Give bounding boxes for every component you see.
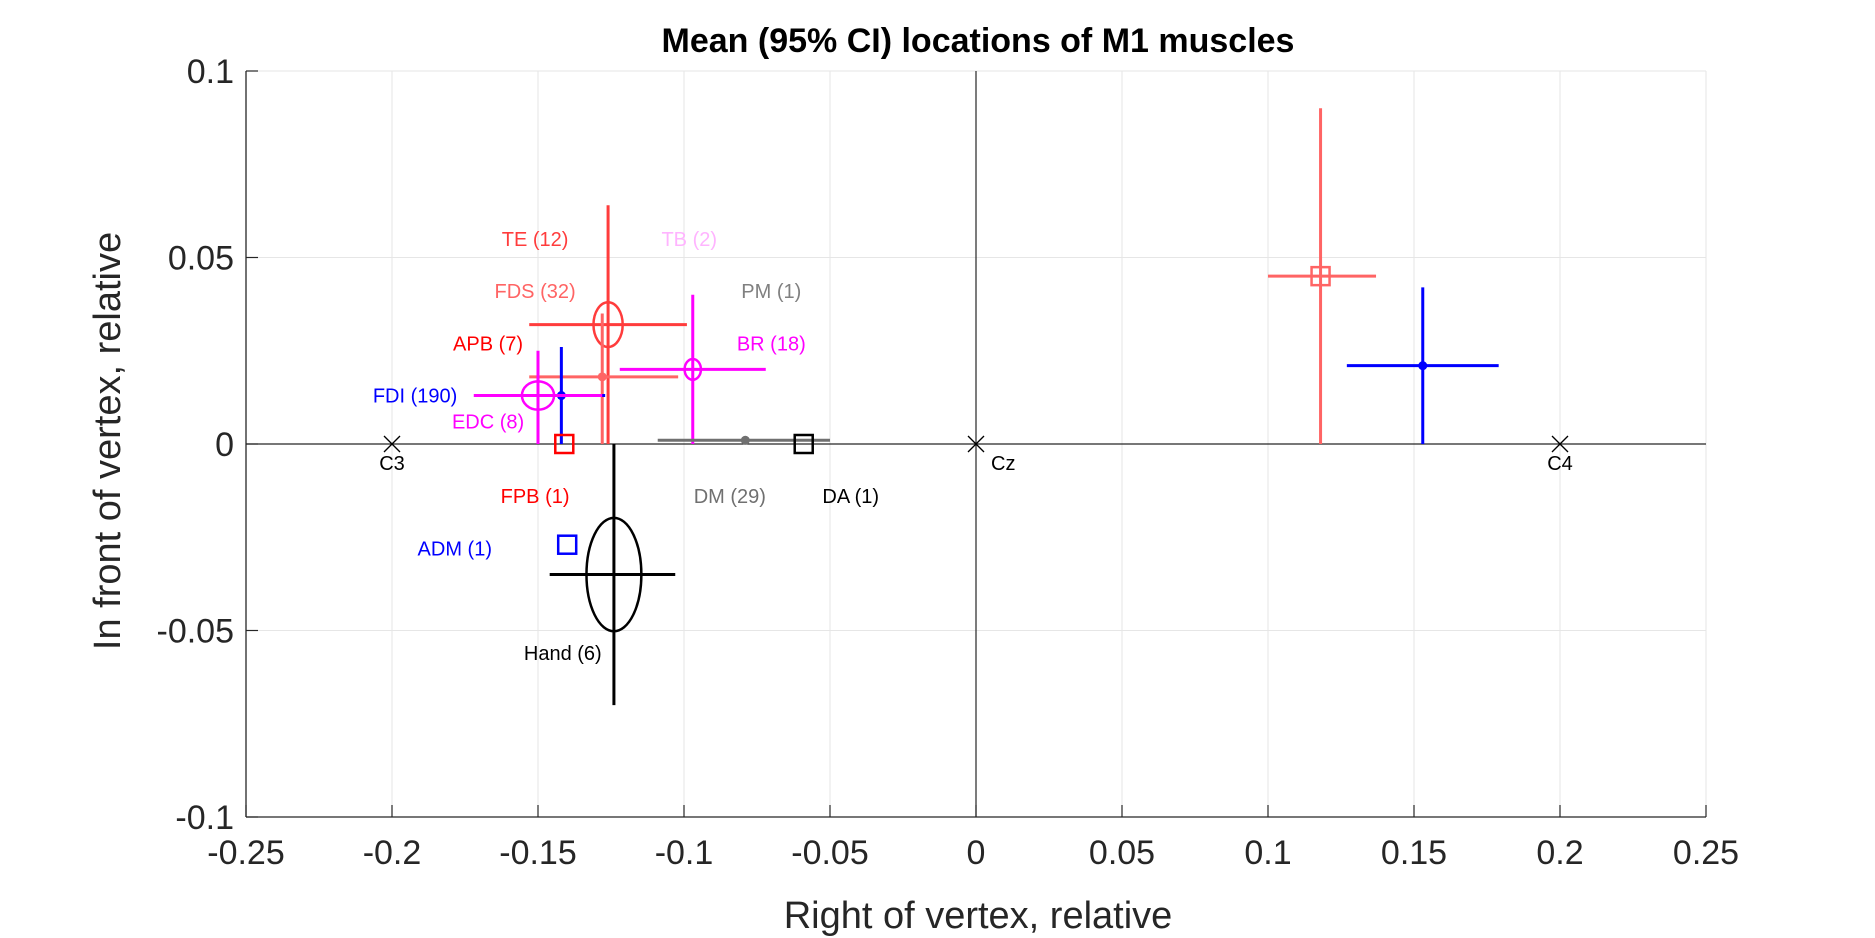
label-apb-7: APB (7) <box>453 333 523 355</box>
labels-layer: TE (12) TB (2) FDS (32) PM (1) APB (7) BR (18… <box>373 229 879 665</box>
label-te-12: TE (12) <box>502 229 569 251</box>
y-tick-label: -0.1 <box>175 799 234 837</box>
marker-unlabeled <box>1418 361 1428 371</box>
label-fpb-1: FPB (1) <box>501 486 570 508</box>
ref-marker-c3 <box>383 435 401 453</box>
x-tick-label: -0.05 <box>791 834 869 872</box>
ref-label-c4: C4 <box>1547 453 1573 475</box>
label-hand-6: Hand (6) <box>524 643 602 665</box>
y-tick-label: 0.05 <box>168 240 234 278</box>
label-edc-8: EDC (8) <box>452 412 524 434</box>
marker-br-18 <box>683 357 703 382</box>
marker-unlabeled <box>1310 265 1331 287</box>
label-fdi-190: FDI (190) <box>373 386 457 408</box>
x-tick-label: 0.1 <box>1244 834 1291 872</box>
marker-hand-6 <box>585 516 643 633</box>
x-tick-label: 0 <box>967 834 986 872</box>
chart-title: Mean (95% CI) locations of M1 muscles <box>662 22 1295 60</box>
ref-marker-c4 <box>1551 435 1569 453</box>
x-tick-label: 0.05 <box>1089 834 1155 872</box>
label-pm-1: PM (1) <box>741 281 801 303</box>
x-axis-label: Right of vertex, relative <box>784 895 1173 937</box>
reference-points-layer: C3 Cz C4 <box>379 435 1573 475</box>
series-layer <box>473 108 1499 706</box>
label-adm-1: ADM (1) <box>418 538 492 560</box>
marker-te-12 <box>592 301 624 349</box>
x-tick-label: -0.25 <box>207 834 285 872</box>
y-tick-label: 0 <box>215 426 234 464</box>
x-tick-label: 0.25 <box>1673 834 1739 872</box>
marker-fpb-1 <box>554 433 575 455</box>
ref-label-cz: Cz <box>991 453 1015 475</box>
x-tick-label: -0.1 <box>655 834 714 872</box>
x-tick-label: -0.15 <box>499 834 577 872</box>
x-tick-label: -0.2 <box>363 834 422 872</box>
label-br-18: BR (18) <box>737 333 806 355</box>
x-tick-label: 0.2 <box>1536 834 1583 872</box>
marker-dm-29 <box>740 435 750 445</box>
axes-layer: -0.25 -0.2 -0.15 -0.1 -0.05 0 0.05 0.1 0.15 0.2 0.… <box>157 53 1740 872</box>
marker-edc-8 <box>520 380 556 411</box>
label-tb-2: TB (2) <box>661 229 717 251</box>
x-tick-label: 0.15 <box>1381 834 1447 872</box>
label-da-1: DA (1) <box>822 486 879 508</box>
y-tick-label: 0.1 <box>187 53 234 91</box>
ref-label-c3: C3 <box>379 453 405 475</box>
marker-da-1 <box>793 433 814 455</box>
marker-adm-1 <box>556 534 578 555</box>
ref-marker-cz <box>967 435 985 453</box>
marker-fds-32 <box>597 372 607 382</box>
y-axis-label: In front of vertex, relative <box>87 232 129 650</box>
y-tick-label: -0.05 <box>157 613 235 651</box>
label-dm-29: DM (29) <box>694 486 766 508</box>
label-fds-32: FDS (32) <box>495 281 576 303</box>
